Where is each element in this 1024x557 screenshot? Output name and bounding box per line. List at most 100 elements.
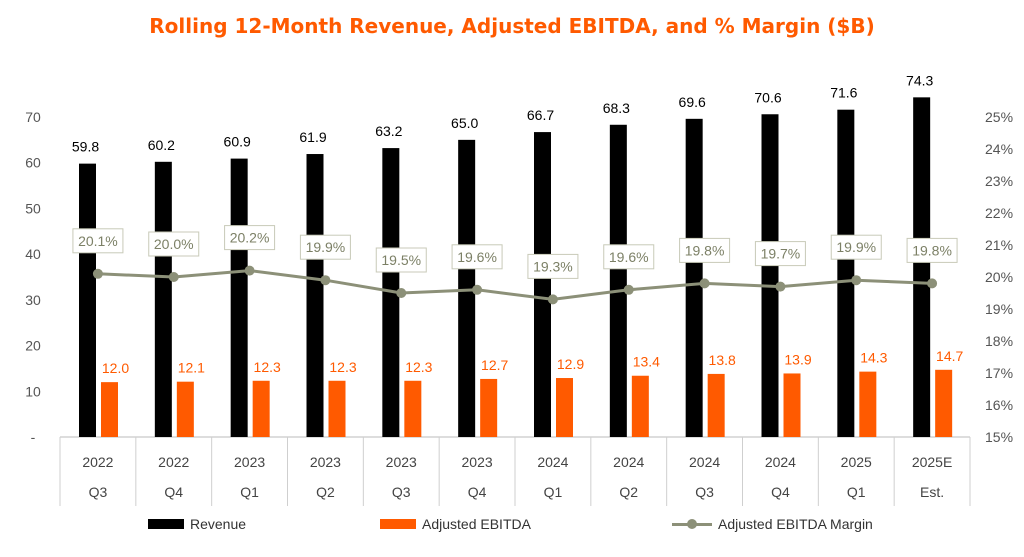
- ebitda-data-label: 14.3: [860, 350, 887, 366]
- revenue-data-label: 65.0: [451, 115, 478, 131]
- revenue-bar: [609, 124, 627, 438]
- x-tick-label-year: 2023: [310, 454, 341, 470]
- ebitda-bar: [935, 369, 953, 437]
- y-right-tick-label: 17%: [985, 365, 1013, 381]
- margin-data-label: 19.7%: [761, 246, 801, 262]
- x-tick-label-period: Q4: [771, 484, 790, 500]
- margin-label-box: [679, 237, 731, 263]
- revenue-bar: [154, 161, 172, 438]
- revenue-data-label: 59.8: [72, 139, 99, 155]
- margin-label-box: [754, 241, 806, 267]
- x-tick-label-year: 2024: [765, 454, 796, 470]
- x-tick-label-year: 2023: [234, 454, 265, 470]
- x-tick-label-year: 2024: [689, 454, 720, 470]
- margin-point: [775, 281, 786, 292]
- ebitda-data-label: 12.3: [405, 359, 432, 375]
- x-tick-label-period: Q4: [164, 484, 183, 500]
- y-right-tick-label: 23%: [985, 173, 1013, 189]
- margin-data-label: 20.0%: [154, 236, 194, 252]
- y-left-tick-label: 30: [25, 292, 41, 308]
- margin-label-box: [527, 253, 579, 279]
- ebitda-data-label: 12.7: [481, 357, 508, 373]
- x-tick-label-year: 2023: [462, 454, 493, 470]
- margin-point: [927, 278, 938, 289]
- x-tick-label-period: Q3: [89, 484, 108, 500]
- margin-point: [168, 272, 179, 282]
- legend-item-adjusted-ebitda: Adjusted EBITDA: [380, 514, 531, 534]
- revenue-data-label: 74.3: [906, 72, 933, 88]
- ebitda-bar: [480, 378, 498, 437]
- ebitda-bar: [859, 371, 877, 437]
- y-right-tick-label: 21%: [985, 237, 1013, 253]
- legend-swatch-adjusted-ebitda: [380, 519, 416, 529]
- revenue-bar: [761, 114, 779, 437]
- ebitda-data-label: 12.9: [557, 356, 584, 372]
- margin-data-label: 19.9%: [306, 239, 346, 255]
- revenue-data-label: 70.6: [754, 89, 781, 105]
- ebitda-bar: [176, 381, 194, 437]
- y-right-tick-label: 15%: [985, 429, 1013, 445]
- margin-point: [547, 294, 558, 305]
- y-left-tick-label: 10: [25, 383, 41, 399]
- x-tick-label-year: 2025: [841, 454, 872, 470]
- ebitda-data-label: 12.1: [178, 360, 205, 376]
- margin-label-box: [830, 234, 882, 260]
- ebitda-data-label: 13.4: [633, 354, 660, 370]
- x-tick-label-year: 2023: [386, 454, 417, 470]
- margin-point: [623, 284, 634, 295]
- revenue-bar: [837, 109, 855, 437]
- revenue-bar: [306, 154, 324, 437]
- revenue-data-label: 69.6: [679, 94, 706, 110]
- revenue-bar: [913, 97, 931, 437]
- margin-line-layer: [92, 265, 938, 305]
- data-labels-layer: 59.8 12.0 60.2 12.1 60.9 12.3 61.9 12.3 63.2 12.3…: [72, 72, 964, 376]
- ebitda-bar: [556, 378, 573, 437]
- x-tick-label-period: Q3: [392, 484, 411, 500]
- x-tick-label-period: Q3: [695, 484, 714, 500]
- axes-layer: - 10 20 30 40 50 60 70 15% 16% 17% 18% 19% 20% 21% 22% 2…: [25, 109, 1013, 506]
- margin-line: [97, 269, 933, 301]
- y-right-tick-label: 22%: [985, 205, 1013, 221]
- y-left-tick-label: 50: [25, 200, 41, 216]
- legend-item-margin: Adjusted EBITDA Margin: [672, 514, 873, 534]
- y-right-tick-label: 16%: [985, 397, 1013, 413]
- revenue-bar: [534, 132, 551, 438]
- margin-label-box: [299, 234, 351, 260]
- ebitda-bar: [707, 373, 725, 437]
- ebitda-bar: [252, 380, 270, 437]
- revenue-bar: [79, 163, 96, 437]
- x-tick-label-period: Q2: [316, 484, 335, 500]
- margin-point: [396, 288, 407, 298]
- revenue-bar: [685, 118, 703, 437]
- margin-data-label: 19.6%: [457, 249, 497, 265]
- x-tick-label-period: Q1: [240, 484, 259, 500]
- margin-label-box: [375, 247, 427, 273]
- y-right-tick-label: 25%: [985, 109, 1013, 125]
- ebitda-bar: [404, 380, 422, 437]
- ebitda-bar: [631, 375, 649, 437]
- ebitda-data-label: 13.8: [709, 352, 736, 368]
- ebitda-bar: [328, 380, 346, 437]
- x-tick-label-period: Q1: [544, 484, 563, 500]
- y-right-tick-label: 24%: [985, 141, 1013, 157]
- revenue-bar: [458, 139, 476, 437]
- x-tick-label-period: Q1: [847, 484, 866, 500]
- x-tick-label-year: 2025E: [912, 454, 952, 470]
- x-tick-label-year: 2022: [158, 454, 189, 470]
- ebitda-data-label: 13.9: [784, 351, 811, 367]
- margin-data-label: 19.3%: [533, 258, 573, 274]
- ebitda-data-label: 12.3: [329, 359, 356, 375]
- y-left-tick-label: 60: [25, 155, 41, 171]
- y-right-tick-label: 20%: [985, 269, 1013, 285]
- ebitda-bar: [101, 382, 118, 437]
- y-left-tick-label: 40: [25, 246, 41, 262]
- legend-swatch-revenue: [148, 519, 184, 529]
- legend-item-revenue: Revenue: [148, 514, 246, 534]
- x-tick-label-year: 2022: [82, 454, 113, 470]
- chart-title: Rolling 12-Month Revenue, Adjusted EBITD…: [149, 14, 875, 38]
- ebitda-data-label: 12.3: [254, 359, 281, 375]
- y-left-tick-label: 20: [25, 338, 41, 354]
- revenue-data-label: 60.9: [224, 134, 251, 150]
- y-left-tick-label: 70: [25, 109, 41, 125]
- y-right-tick-label: 19%: [985, 301, 1013, 317]
